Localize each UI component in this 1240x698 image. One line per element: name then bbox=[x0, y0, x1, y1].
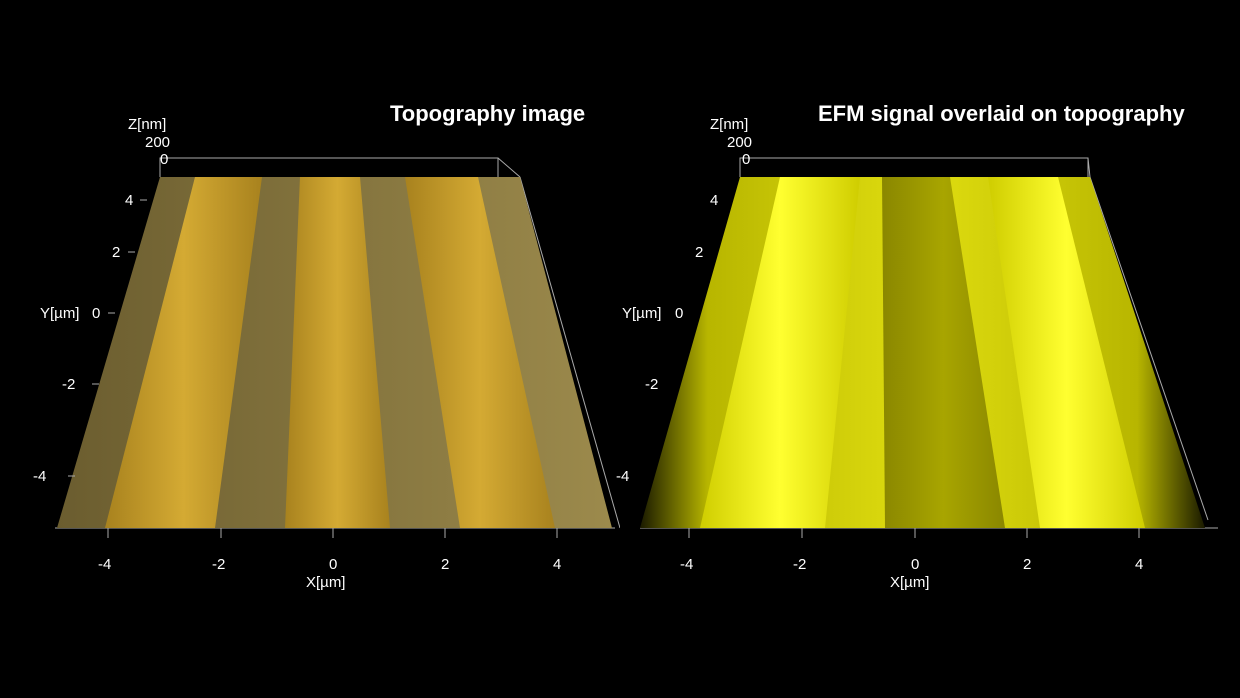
x-axis-label: X[µm] bbox=[890, 574, 930, 591]
z-tick: 0 bbox=[742, 151, 751, 168]
efm-panel: EFM signal overlaid on topography Z[nm] … bbox=[616, 0, 1240, 698]
y-tick: -2 bbox=[645, 376, 659, 393]
x-tick: 0 bbox=[911, 556, 920, 573]
panel-title: EFM signal overlaid on topography bbox=[818, 101, 1185, 126]
y-axis-label: Y[µm] bbox=[622, 305, 662, 322]
x-tick: 0 bbox=[329, 556, 338, 573]
frame-right-edge bbox=[519, 176, 620, 529]
frame-right-edge bbox=[1089, 176, 1209, 521]
axis-ticks bbox=[688, 528, 1140, 538]
x-tick: -2 bbox=[793, 556, 807, 573]
z-axis-label: Z[nm] bbox=[710, 116, 749, 133]
topography-surface-plot bbox=[55, 157, 620, 538]
y-tick: -4 bbox=[616, 468, 630, 485]
x-tick: 2 bbox=[1023, 556, 1032, 573]
electrode-stripe bbox=[988, 177, 1145, 528]
y-tick: -2 bbox=[62, 376, 76, 393]
z-tick: 0 bbox=[160, 151, 169, 168]
frame-side-edge bbox=[497, 157, 521, 178]
electrode-stripe bbox=[700, 177, 860, 528]
frame-back-edge bbox=[739, 157, 1089, 177]
y-tick: 4 bbox=[125, 192, 134, 209]
z-tick: 200 bbox=[145, 134, 171, 151]
z-axis-label: Z[nm] bbox=[128, 116, 167, 133]
efm-surface-plot bbox=[640, 157, 1218, 538]
electrode-stripe bbox=[105, 177, 262, 528]
x-tick: 4 bbox=[1135, 556, 1144, 573]
x-axis-label: X[µm] bbox=[306, 574, 346, 591]
x-tick: -4 bbox=[680, 556, 694, 573]
y-tick: 4 bbox=[710, 192, 719, 209]
z-tick: 200 bbox=[727, 134, 753, 151]
y-tick: 2 bbox=[695, 244, 704, 261]
frame-back-edge bbox=[159, 157, 499, 177]
x-tick: -2 bbox=[212, 556, 226, 573]
electrode-stripe-dark bbox=[882, 177, 1005, 528]
axis-ticks bbox=[68, 199, 558, 538]
x-tick: 2 bbox=[441, 556, 450, 573]
y-tick: 0 bbox=[92, 305, 101, 322]
panel-title: Topography image bbox=[390, 101, 586, 126]
topography-panel: Topography image Z[nm] 200 0 4 2 Y[µm] 0… bbox=[33, 101, 620, 591]
electrode-stripe bbox=[285, 177, 390, 528]
x-tick: 4 bbox=[553, 556, 562, 573]
y-tick: 2 bbox=[112, 244, 121, 261]
y-tick: -4 bbox=[33, 468, 47, 485]
y-axis-label: Y[µm] bbox=[40, 305, 80, 322]
frame-side-edge bbox=[1087, 157, 1091, 178]
electrode-stripe bbox=[405, 177, 555, 528]
x-tick: -4 bbox=[98, 556, 112, 573]
y-tick: 0 bbox=[675, 305, 684, 322]
